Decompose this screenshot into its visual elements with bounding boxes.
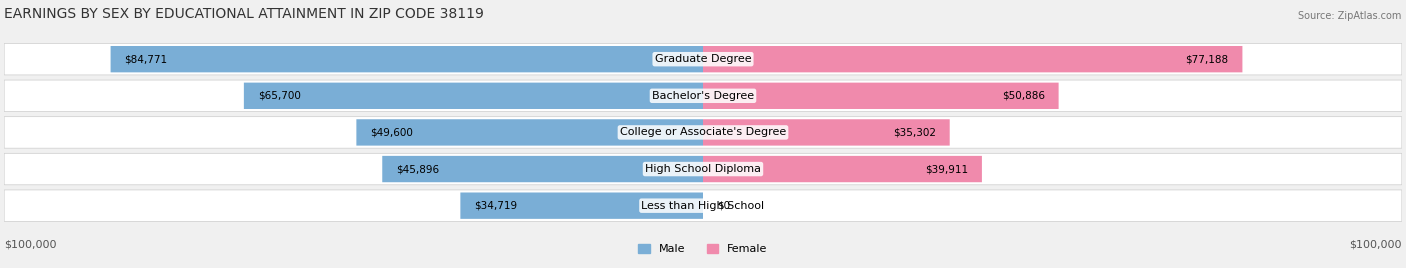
FancyBboxPatch shape	[703, 83, 1059, 109]
FancyBboxPatch shape	[703, 119, 949, 146]
Text: EARNINGS BY SEX BY EDUCATIONAL ATTAINMENT IN ZIP CODE 38119: EARNINGS BY SEX BY EDUCATIONAL ATTAINMEN…	[4, 7, 484, 21]
Text: $34,719: $34,719	[474, 201, 517, 211]
Text: College or Associate's Degree: College or Associate's Degree	[620, 127, 786, 137]
Text: High School Diploma: High School Diploma	[645, 164, 761, 174]
Text: $39,911: $39,911	[925, 164, 967, 174]
FancyBboxPatch shape	[4, 43, 1402, 75]
FancyBboxPatch shape	[703, 46, 1243, 72]
Text: $50,886: $50,886	[1001, 91, 1045, 101]
Text: $84,771: $84,771	[125, 54, 167, 64]
Text: $35,302: $35,302	[893, 127, 936, 137]
Text: $49,600: $49,600	[370, 127, 413, 137]
FancyBboxPatch shape	[4, 80, 1402, 111]
Text: Graduate Degree: Graduate Degree	[655, 54, 751, 64]
Text: Bachelor's Degree: Bachelor's Degree	[652, 91, 754, 101]
Text: $65,700: $65,700	[257, 91, 301, 101]
Text: Source: ZipAtlas.com: Source: ZipAtlas.com	[1299, 11, 1402, 21]
FancyBboxPatch shape	[243, 83, 703, 109]
FancyBboxPatch shape	[4, 117, 1402, 148]
Text: $45,896: $45,896	[396, 164, 439, 174]
Text: Less than High School: Less than High School	[641, 201, 765, 211]
FancyBboxPatch shape	[4, 153, 1402, 185]
Text: $77,188: $77,188	[1185, 54, 1229, 64]
Text: $100,000: $100,000	[4, 239, 56, 249]
FancyBboxPatch shape	[4, 190, 1402, 221]
FancyBboxPatch shape	[111, 46, 703, 72]
Legend: Male, Female: Male, Female	[634, 240, 772, 259]
Text: $100,000: $100,000	[1350, 239, 1402, 249]
Text: $0: $0	[717, 201, 730, 211]
FancyBboxPatch shape	[356, 119, 703, 146]
FancyBboxPatch shape	[382, 156, 703, 182]
FancyBboxPatch shape	[703, 156, 981, 182]
FancyBboxPatch shape	[460, 192, 703, 219]
